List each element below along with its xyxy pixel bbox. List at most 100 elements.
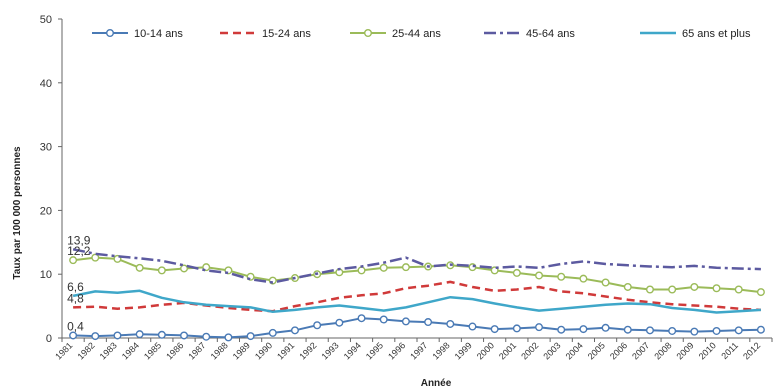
series-1-point <box>712 326 721 335</box>
x-tick-label: 2006 <box>608 340 629 361</box>
x-tick-label: 2002 <box>519 340 540 361</box>
x-tick-label: 1995 <box>364 340 385 361</box>
legend-marker-1 <box>105 29 114 38</box>
x-tick-label: 2001 <box>497 340 518 361</box>
x-tick-label: 1993 <box>320 340 341 361</box>
series-3-point <box>734 285 743 294</box>
series-1-point <box>424 318 433 327</box>
x-tick-label: 1991 <box>275 340 296 361</box>
data-label: 13,9 <box>67 233 91 247</box>
legend-label-1: 10-14 ans <box>134 28 183 40</box>
series-1-point <box>668 326 677 335</box>
chart-legend: 10-14 ans 15-24 ans 25-44 ans 45-64 ans 65 a… <box>92 28 751 40</box>
x-tick-label: 1984 <box>120 340 141 361</box>
y-tick-label: 30 <box>40 142 52 154</box>
y-tick-label: 40 <box>40 78 52 90</box>
x-tick-label: 2007 <box>630 340 651 361</box>
series-3-point <box>512 268 521 277</box>
x-tick-label: 1981 <box>53 340 74 361</box>
series-1-point <box>69 331 78 340</box>
x-tick-label: 1985 <box>142 340 163 361</box>
y-axis-title: Taux par 100 000 personnes <box>12 146 23 280</box>
x-tick-label: 1987 <box>186 340 207 361</box>
x-tick-label: 2012 <box>741 340 762 361</box>
x-tick-label: 1996 <box>386 340 407 361</box>
x-tick-label: 2003 <box>541 340 562 361</box>
series-1-point <box>490 325 499 334</box>
x-tick-label: 2000 <box>475 340 496 361</box>
chart-series <box>69 248 765 342</box>
x-axis-ticks: 1981 1982 1983 1984 1985 1986 1987 1988 1989 1990… <box>53 338 773 362</box>
x-tick-label: 2005 <box>586 340 607 361</box>
data-label: 0,4 <box>67 319 84 333</box>
series-3-point <box>557 272 566 281</box>
x-tick-label: 1982 <box>75 340 96 361</box>
data-label: 6,6 <box>67 280 84 294</box>
x-tick-label: 1997 <box>408 340 429 361</box>
x-tick-label: 1983 <box>98 340 119 361</box>
x-tick-label: 2011 <box>719 340 740 361</box>
series-1-point <box>157 330 166 339</box>
x-tick-label: 2010 <box>697 340 718 361</box>
x-tick-label: 1994 <box>342 340 363 361</box>
series-1-point <box>756 325 765 334</box>
series-3-point <box>69 256 78 265</box>
series-1-point <box>379 315 388 324</box>
series-1-point <box>690 327 699 336</box>
series-1-point <box>623 325 632 334</box>
series-1-point <box>357 314 366 323</box>
legend-label-4: 45-64 ans <box>526 28 575 40</box>
series-1-point <box>180 331 189 340</box>
x-tick-label: 1998 <box>430 340 451 361</box>
series-3-point <box>601 278 610 287</box>
x-axis-title: Année <box>421 378 452 389</box>
x-tick-label: 1986 <box>164 340 185 361</box>
series-1-point <box>224 333 233 342</box>
series-1-point <box>734 326 743 335</box>
series-1-point <box>579 325 588 334</box>
series-3-point <box>623 282 632 291</box>
series-1-point <box>290 326 299 335</box>
data-label: 4,8 <box>67 291 84 305</box>
series-1-point <box>401 317 410 326</box>
series-3-point <box>690 282 699 291</box>
series-line-5 <box>72 289 761 314</box>
series-line-2 <box>73 280 761 313</box>
series-1-point <box>246 332 255 341</box>
y-tick-label: 20 <box>40 205 52 217</box>
series-3-point <box>91 253 100 262</box>
x-tick-label: 2008 <box>652 340 673 361</box>
legend-label-2: 15-24 ans <box>262 28 311 40</box>
y-tick-label: 50 <box>40 14 52 26</box>
x-tick-label: 2004 <box>564 340 585 361</box>
series-3-point <box>379 263 388 272</box>
series-1-point <box>91 332 100 341</box>
series-3-point <box>180 264 189 273</box>
series-1-point <box>512 324 521 333</box>
series-1-point <box>268 328 277 337</box>
data-labels: 13,912,2 6,64,8 0,4 <box>67 233 91 333</box>
series-1-point <box>135 330 144 339</box>
series-1-point <box>468 322 477 331</box>
x-tick-label: 1999 <box>453 340 474 361</box>
series-1-point <box>557 325 566 334</box>
series-3-point <box>579 274 588 283</box>
y-tick-label: 0 <box>46 333 52 345</box>
series-3-point <box>535 271 544 280</box>
x-tick-label: 1988 <box>209 340 230 361</box>
series-3-point <box>157 266 166 275</box>
legend-label-3: 25-44 ans <box>392 28 441 40</box>
x-tick-label: 1990 <box>253 340 274 361</box>
series-3-point <box>712 284 721 293</box>
series-1-point <box>335 318 344 327</box>
series-3-point <box>135 263 144 272</box>
series-3-point <box>357 266 366 275</box>
series-1-point <box>202 332 211 341</box>
series-3-point <box>401 263 410 272</box>
series-3-point <box>668 285 677 294</box>
legend-marker-3 <box>364 29 373 38</box>
series-1-point <box>113 331 122 340</box>
series-1-point <box>446 319 455 328</box>
x-tick-label: 1989 <box>231 340 252 361</box>
